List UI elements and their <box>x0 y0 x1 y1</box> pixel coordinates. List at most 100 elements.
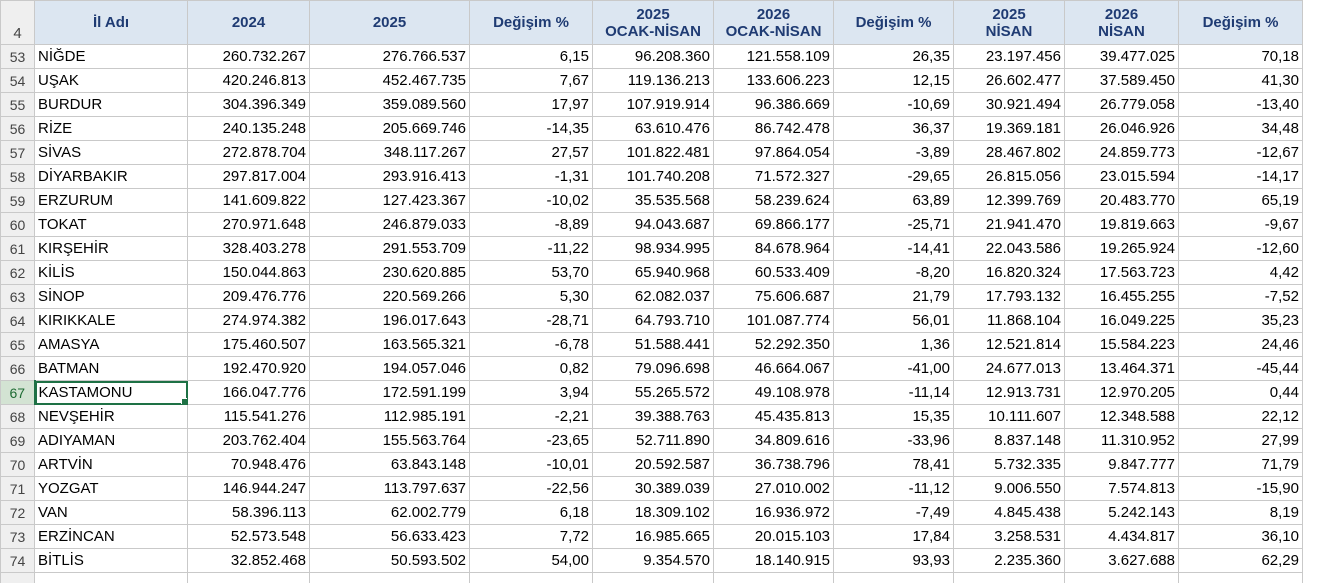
cell-2025-nisan[interactable]: 12.399.769 <box>954 189 1065 213</box>
row-number[interactable]: 61 <box>1 237 35 261</box>
cell-2024[interactable]: 203.762.404 <box>188 429 310 453</box>
cell-2025[interactable]: 56.633.423 <box>310 525 470 549</box>
cell-degisim-yillik[interactable]: 17,97 <box>470 93 593 117</box>
cell-degisim-ocak-nisan[interactable]: -10,69 <box>834 93 954 117</box>
cell-degisim-yillik[interactable]: -2,21 <box>470 405 593 429</box>
cell-2024[interactable]: 150.044.863 <box>188 261 310 285</box>
cell-il-adi[interactable]: KASTAMONU <box>35 381 188 405</box>
cell-degisim-yillik[interactable]: -28,71 <box>470 309 593 333</box>
empty-cell[interactable] <box>188 573 310 583</box>
cell-degisim-nisan[interactable]: 22,12 <box>1179 405 1303 429</box>
cell-2025-nisan[interactable]: 22.043.586 <box>954 237 1065 261</box>
cell-2025-ocak-nisan[interactable]: 39.388.763 <box>593 405 714 429</box>
row-number[interactable]: 57 <box>1 141 35 165</box>
cell-2026-nisan[interactable]: 11.310.952 <box>1065 429 1179 453</box>
row-number[interactable]: 54 <box>1 69 35 93</box>
cell-2025-ocak-nisan[interactable]: 9.354.570 <box>593 549 714 573</box>
cell-degisim-yillik[interactable]: -10,02 <box>470 189 593 213</box>
cell-2025[interactable]: 276.766.537 <box>310 45 470 69</box>
cell-2025-ocak-nisan[interactable]: 94.043.687 <box>593 213 714 237</box>
cell-degisim-yillik[interactable]: 7,72 <box>470 525 593 549</box>
cell-degisim-yillik[interactable]: -10,01 <box>470 453 593 477</box>
cell-degisim-nisan[interactable]: 24,46 <box>1179 333 1303 357</box>
cell-degisim-yillik[interactable]: -6,78 <box>470 333 593 357</box>
cell-2025-ocak-nisan[interactable]: 20.592.587 <box>593 453 714 477</box>
cell-degisim-ocak-nisan[interactable]: 21,79 <box>834 285 954 309</box>
cell-degisim-yillik[interactable]: 54,00 <box>470 549 593 573</box>
cell-2024[interactable]: 420.246.813 <box>188 69 310 93</box>
cell-2026-ocak-nisan[interactable]: 49.108.978 <box>714 381 834 405</box>
cell-degisim-yillik[interactable]: 27,57 <box>470 141 593 165</box>
row-number[interactable]: 55 <box>1 93 35 117</box>
cell-degisim-ocak-nisan[interactable]: 17,84 <box>834 525 954 549</box>
cell-2025-ocak-nisan[interactable]: 107.919.914 <box>593 93 714 117</box>
cell-il-adi[interactable]: NEVŞEHİR <box>35 405 188 429</box>
cell-2026-nisan[interactable]: 4.434.817 <box>1065 525 1179 549</box>
cell-2024[interactable]: 328.403.278 <box>188 237 310 261</box>
cell-degisim-yillik[interactable]: 53,70 <box>470 261 593 285</box>
cell-2025-nisan[interactable]: 2.235.360 <box>954 549 1065 573</box>
cell-degisim-ocak-nisan[interactable]: 26,35 <box>834 45 954 69</box>
cell-degisim-nisan[interactable]: 35,23 <box>1179 309 1303 333</box>
cell-2024[interactable]: 270.971.648 <box>188 213 310 237</box>
cell-degisim-yillik[interactable]: -8,89 <box>470 213 593 237</box>
cell-2025-nisan[interactable]: 4.845.438 <box>954 501 1065 525</box>
cell-il-adi[interactable]: KIRIKKALE <box>35 309 188 333</box>
column-header-2025[interactable]: 2025 <box>310 1 470 45</box>
cell-2024[interactable]: 32.852.468 <box>188 549 310 573</box>
cell-degisim-nisan[interactable]: -14,17 <box>1179 165 1303 189</box>
cell-2025[interactable]: 220.569.266 <box>310 285 470 309</box>
row-number[interactable]: 74 <box>1 549 35 573</box>
row-number[interactable]: 62 <box>1 261 35 285</box>
cell-il-adi[interactable]: NİĞDE <box>35 45 188 69</box>
cell-degisim-ocak-nisan[interactable]: 12,15 <box>834 69 954 93</box>
cell-degisim-ocak-nisan[interactable]: 63,89 <box>834 189 954 213</box>
cell-2025-nisan[interactable]: 8.837.148 <box>954 429 1065 453</box>
cell-2026-nisan[interactable]: 16.049.225 <box>1065 309 1179 333</box>
cell-2025-ocak-nisan[interactable]: 55.265.572 <box>593 381 714 405</box>
cell-degisim-nisan[interactable]: 27,99 <box>1179 429 1303 453</box>
cell-2024[interactable]: 240.135.248 <box>188 117 310 141</box>
cell-degisim-yillik[interactable]: -1,31 <box>470 165 593 189</box>
cell-il-adi[interactable]: UŞAK <box>35 69 188 93</box>
cell-2026-nisan[interactable]: 7.574.813 <box>1065 477 1179 501</box>
cell-degisim-ocak-nisan[interactable]: -25,71 <box>834 213 954 237</box>
cell-2025[interactable]: 230.620.885 <box>310 261 470 285</box>
column-header-il-adi[interactable]: İl Adı <box>35 1 188 45</box>
cell-2026-nisan[interactable]: 13.464.371 <box>1065 357 1179 381</box>
cell-2024[interactable]: 141.609.822 <box>188 189 310 213</box>
cell-2026-ocak-nisan[interactable]: 34.809.616 <box>714 429 834 453</box>
row-number[interactable]: 68 <box>1 405 35 429</box>
cell-il-adi[interactable]: TOKAT <box>35 213 188 237</box>
cell-degisim-ocak-nisan[interactable]: 78,41 <box>834 453 954 477</box>
cell-2026-ocak-nisan[interactable]: 69.866.177 <box>714 213 834 237</box>
cell-2024[interactable]: 146.944.247 <box>188 477 310 501</box>
cell-2026-ocak-nisan[interactable]: 46.664.067 <box>714 357 834 381</box>
cell-degisim-nisan[interactable]: -13,40 <box>1179 93 1303 117</box>
cell-2026-ocak-nisan[interactable]: 97.864.054 <box>714 141 834 165</box>
cell-2026-nisan[interactable]: 9.847.777 <box>1065 453 1179 477</box>
row-number-header[interactable]: 4 <box>1 1 35 45</box>
cell-2024[interactable]: 115.541.276 <box>188 405 310 429</box>
empty-cell[interactable] <box>954 573 1065 583</box>
cell-degisim-ocak-nisan[interactable]: -11,12 <box>834 477 954 501</box>
cell-2026-ocak-nisan[interactable]: 101.087.774 <box>714 309 834 333</box>
cell-2025-ocak-nisan[interactable]: 18.309.102 <box>593 501 714 525</box>
cell-2026-ocak-nisan[interactable]: 96.386.669 <box>714 93 834 117</box>
cell-2025-ocak-nisan[interactable]: 65.940.968 <box>593 261 714 285</box>
cell-il-adi[interactable]: RİZE <box>35 117 188 141</box>
cell-2025-nisan[interactable]: 12.521.814 <box>954 333 1065 357</box>
cell-2024[interactable]: 272.878.704 <box>188 141 310 165</box>
cell-il-adi[interactable]: ADIYAMAN <box>35 429 188 453</box>
row-number[interactable]: 63 <box>1 285 35 309</box>
cell-2026-ocak-nisan[interactable]: 20.015.103 <box>714 525 834 549</box>
cell-il-adi[interactable]: BİTLİS <box>35 549 188 573</box>
cell-2025-nisan[interactable]: 21.941.470 <box>954 213 1065 237</box>
cell-2026-nisan[interactable]: 26.046.926 <box>1065 117 1179 141</box>
cell-2025-nisan[interactable]: 24.677.013 <box>954 357 1065 381</box>
cell-degisim-nisan[interactable]: 70,18 <box>1179 45 1303 69</box>
cell-degisim-ocak-nisan[interactable]: -3,89 <box>834 141 954 165</box>
empty-cell[interactable] <box>470 573 593 583</box>
